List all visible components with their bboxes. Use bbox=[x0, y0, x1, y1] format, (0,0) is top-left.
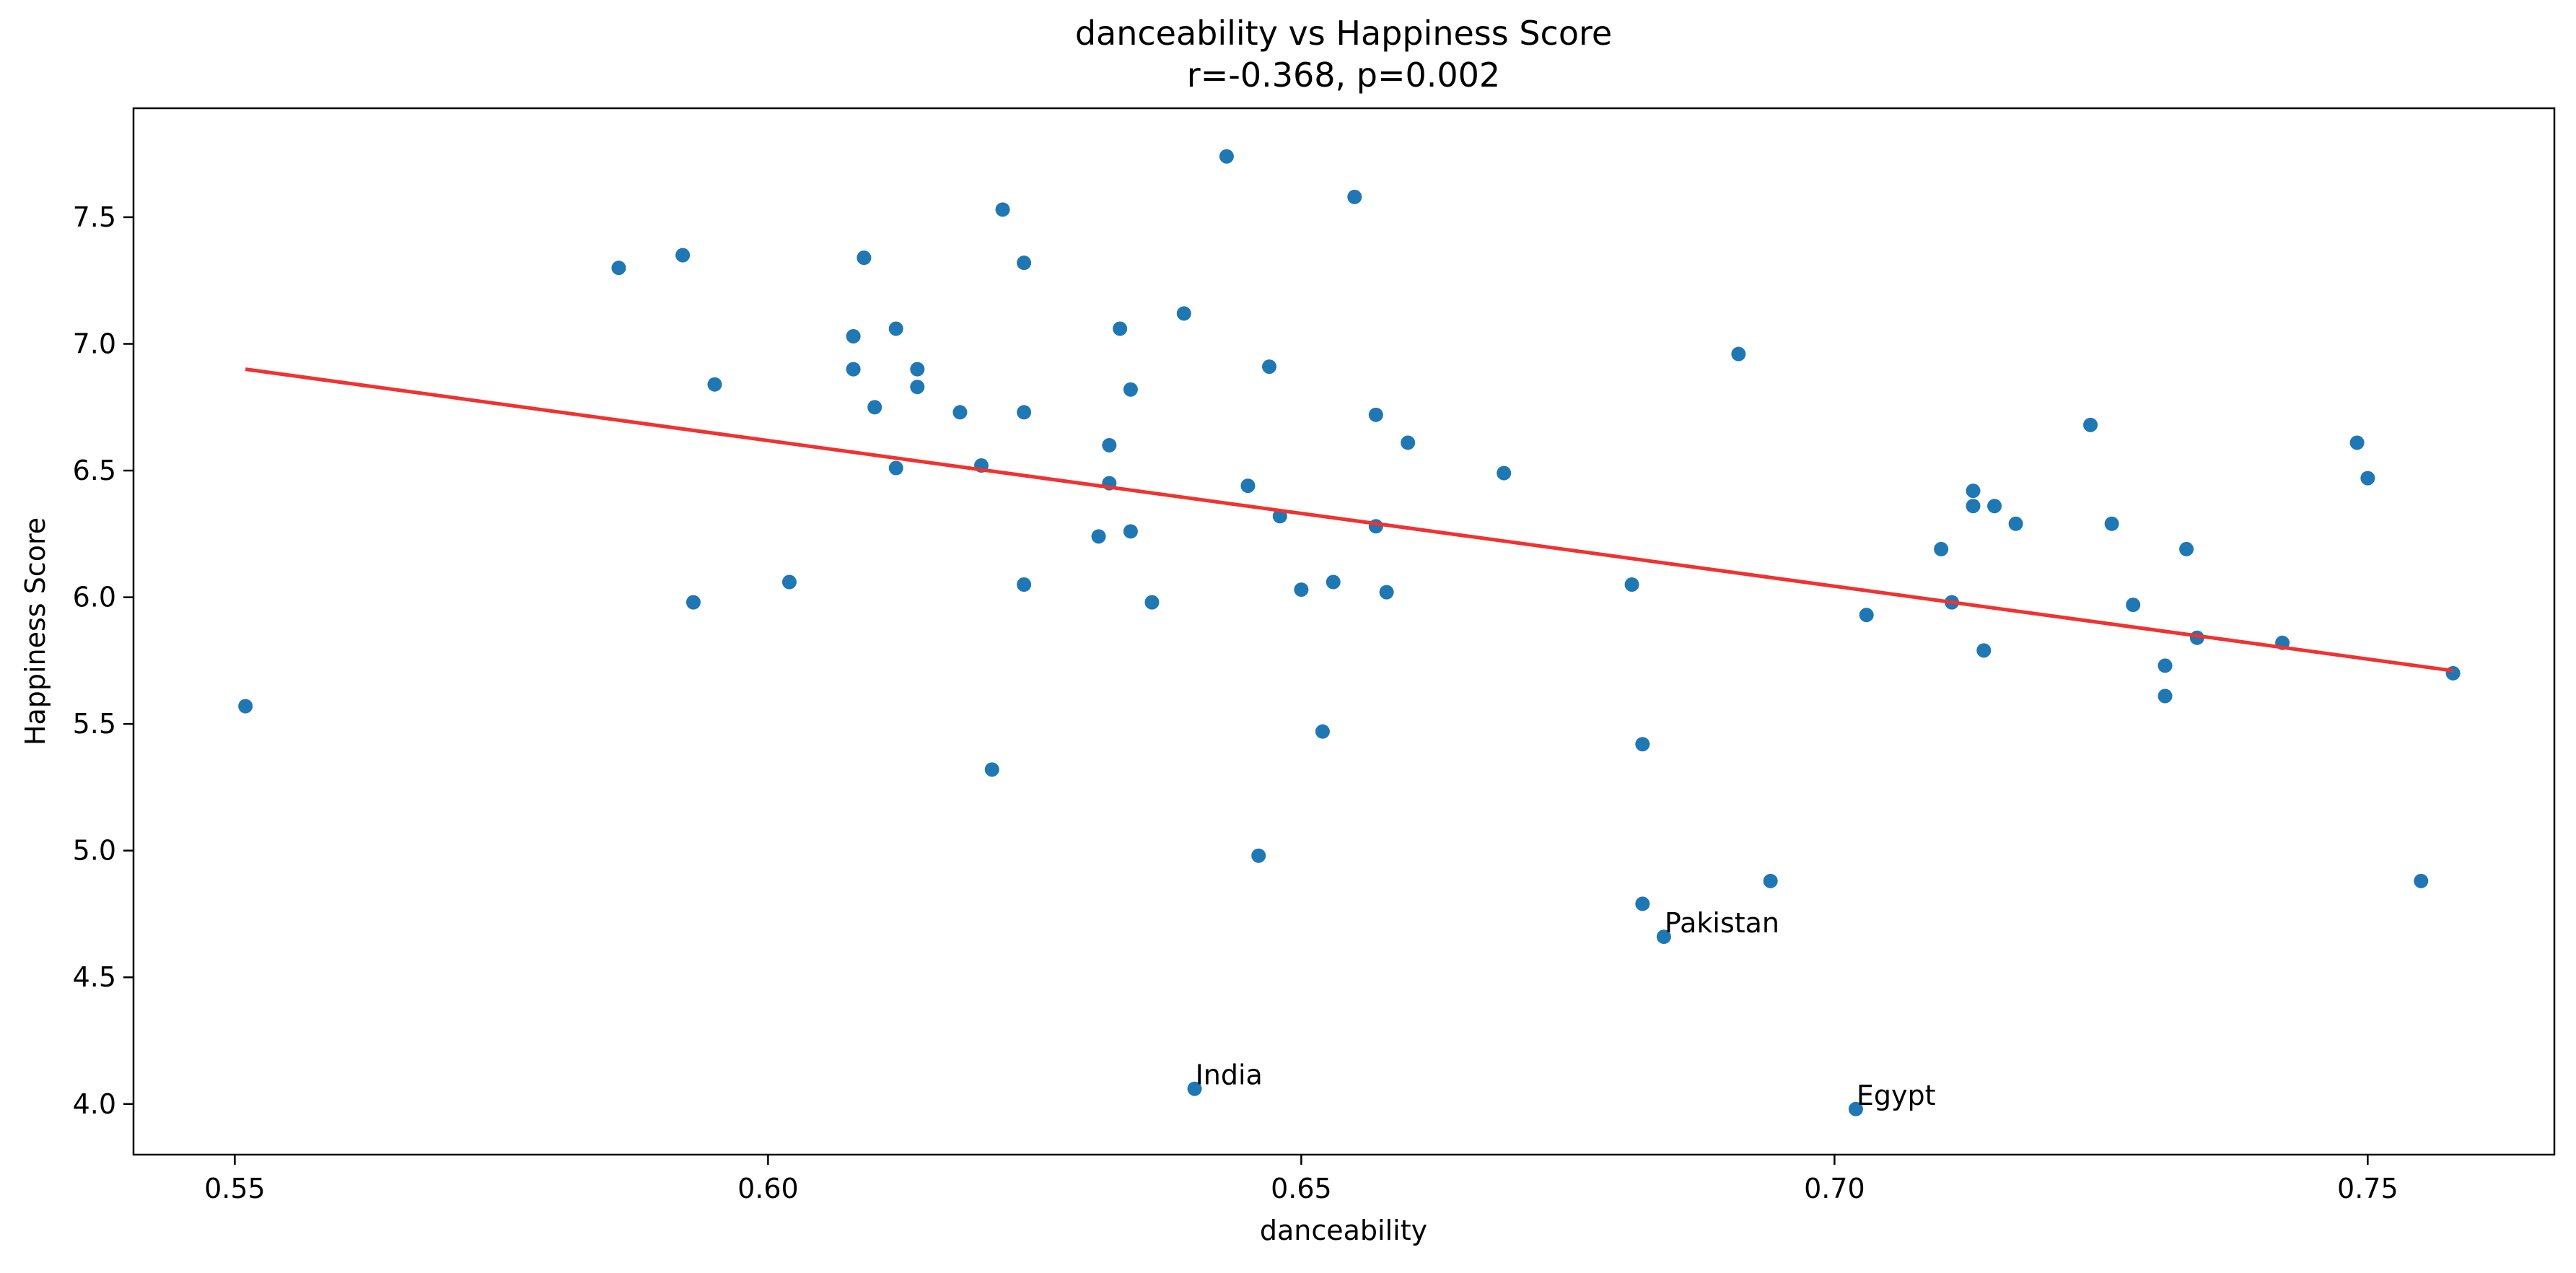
data-point bbox=[1635, 896, 1650, 911]
plot-area: India Pakistan Egypt bbox=[238, 149, 2461, 1116]
data-point bbox=[2414, 873, 2429, 888]
data-point bbox=[952, 405, 968, 420]
data-point bbox=[1176, 306, 1191, 321]
data-point bbox=[1347, 189, 1362, 204]
x-tick-label: 0.75 bbox=[2337, 1173, 2398, 1204]
data-point bbox=[846, 362, 861, 377]
point-label: Egypt bbox=[1857, 1080, 1936, 1111]
point-label: India bbox=[1196, 1059, 1263, 1091]
data-point bbox=[611, 261, 626, 276]
x-tick-label: 0.55 bbox=[204, 1173, 266, 1204]
data-point bbox=[1379, 585, 1394, 600]
data-point bbox=[1934, 541, 1949, 556]
data-point bbox=[1624, 577, 1639, 592]
y-tick-label: 5.0 bbox=[73, 835, 116, 867]
data-point bbox=[1017, 255, 1032, 271]
data-point bbox=[2360, 471, 2375, 486]
data-point bbox=[2008, 516, 2023, 531]
data-point bbox=[2157, 688, 2173, 704]
data-point bbox=[1017, 577, 1032, 592]
data-point bbox=[1731, 346, 1746, 362]
data-point bbox=[910, 380, 925, 395]
y-axis-label: Happiness Score bbox=[19, 517, 51, 745]
chart-subtitle: r=-0.368, p=0.002 bbox=[1187, 56, 1500, 95]
data-point bbox=[1123, 524, 1138, 539]
data-point bbox=[2083, 417, 2098, 432]
data-point bbox=[1017, 405, 1032, 420]
data-point bbox=[2445, 665, 2461, 681]
data-point bbox=[1966, 499, 1981, 514]
data-point bbox=[707, 377, 722, 392]
data-point bbox=[910, 362, 925, 377]
data-point bbox=[1763, 873, 1778, 888]
data-point bbox=[1294, 582, 1309, 598]
data-point bbox=[1262, 359, 1277, 375]
axes-frame bbox=[132, 107, 2556, 1156]
data-point bbox=[781, 574, 797, 590]
data-point bbox=[867, 400, 882, 415]
y-tick-label: 6.0 bbox=[73, 582, 116, 613]
data-point bbox=[1113, 321, 1128, 336]
data-point bbox=[2126, 598, 2141, 613]
data-point bbox=[857, 250, 872, 266]
data-point bbox=[1315, 724, 1330, 739]
y-tick-label: 7.0 bbox=[73, 328, 116, 360]
data-point bbox=[888, 321, 903, 336]
data-point bbox=[1240, 478, 1256, 494]
data-point bbox=[1859, 608, 1874, 623]
y-tick-label: 4.0 bbox=[73, 1088, 116, 1120]
data-point bbox=[1368, 407, 1383, 422]
data-point bbox=[2179, 541, 2194, 556]
data-point bbox=[1219, 149, 1234, 164]
data-point bbox=[2104, 516, 2119, 531]
x-tick-label: 0.60 bbox=[737, 1173, 799, 1204]
data-point bbox=[888, 460, 903, 476]
data-point bbox=[2349, 435, 2365, 450]
data-point bbox=[1987, 499, 2002, 514]
x-tick-label: 0.65 bbox=[1271, 1173, 1332, 1204]
point-label: Pakistan bbox=[1665, 907, 1779, 939]
data-point bbox=[1976, 643, 1992, 658]
data-point bbox=[1123, 382, 1138, 397]
data-point bbox=[984, 762, 999, 777]
data-point bbox=[685, 595, 701, 610]
x-axis-label: danceability bbox=[1260, 1215, 1427, 1246]
y-tick-label: 5.5 bbox=[73, 708, 116, 740]
data-point bbox=[1251, 848, 1266, 863]
data-point bbox=[995, 202, 1010, 217]
data-point bbox=[1144, 595, 1160, 610]
data-point bbox=[1091, 529, 1106, 544]
y-tick-label: 4.5 bbox=[73, 961, 116, 993]
data-point bbox=[1966, 484, 1981, 499]
chart-title: danceability vs Happiness Score bbox=[1075, 14, 1612, 53]
y-tick-label: 7.5 bbox=[73, 201, 116, 233]
trend-line bbox=[245, 367, 2453, 673]
data-point bbox=[1656, 929, 1671, 945]
data-point bbox=[1401, 435, 1416, 450]
data-point bbox=[1326, 574, 1341, 590]
data-point bbox=[846, 328, 861, 344]
data-point bbox=[1848, 1101, 1863, 1116]
data-point bbox=[1187, 1081, 1202, 1096]
data-point bbox=[675, 248, 691, 263]
data-point bbox=[1102, 437, 1117, 452]
data-point bbox=[2157, 658, 2173, 673]
data-point bbox=[238, 699, 253, 714]
y-tick-label: 6.5 bbox=[73, 455, 116, 486]
x-tick-label: 0.70 bbox=[1804, 1173, 1865, 1204]
y-axis: 4.0 4.5 5.0 5.5 6.0 6.5 7.0 7.5 bbox=[73, 201, 133, 1120]
data-point bbox=[1635, 737, 1650, 752]
data-point bbox=[1497, 465, 1512, 481]
x-axis: 0.55 0.60 0.65 0.70 0.75 bbox=[204, 1155, 2398, 1204]
